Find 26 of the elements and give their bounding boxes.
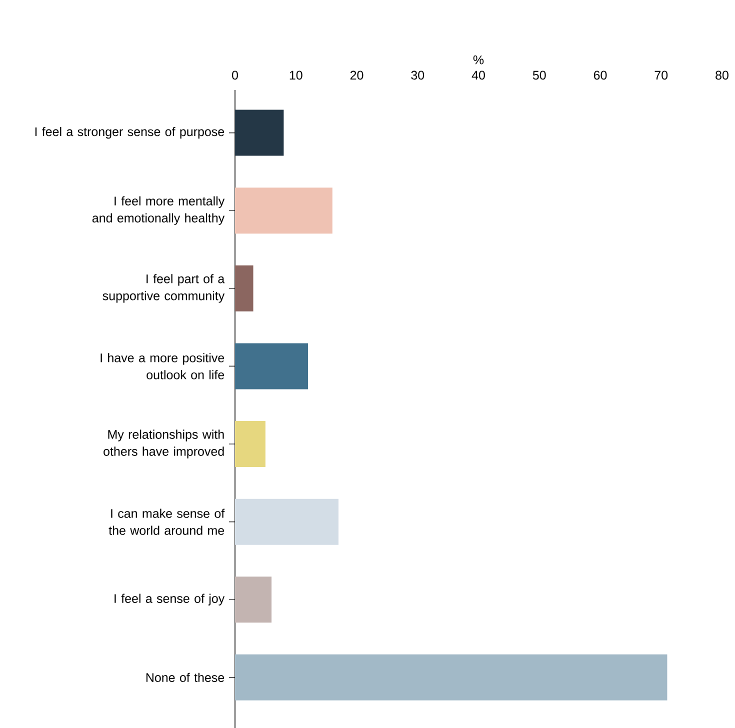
x-tick-label: 30: [411, 70, 424, 80]
y-tick-label: I have a more positive outlook on life: [100, 352, 224, 380]
y-tick-label: My relationships with others have improved: [104, 429, 224, 458]
bar: [235, 187, 332, 234]
x-tick-label: 80: [716, 70, 728, 80]
bar: [235, 110, 284, 156]
bar: [235, 576, 272, 622]
bar: [235, 420, 266, 467]
x-tick-label: 20: [350, 70, 364, 80]
bar: [235, 654, 668, 700]
x-tick-label: 50: [532, 70, 546, 80]
x-tick-label: 70: [654, 70, 668, 80]
x-tick-label: 60: [594, 70, 607, 80]
x-tick-label: 40: [472, 70, 485, 80]
bar: [235, 498, 338, 545]
y-tick-label: I can make sense of the world around me: [108, 508, 225, 535]
y-tick-label: I feel a sense of joy: [114, 594, 225, 606]
x-tick-label: 10: [290, 70, 302, 80]
y-tick-label: I feel a stronger sense of purpose: [35, 126, 224, 138]
x-tick-label: 0: [232, 70, 238, 80]
x-axis-title: %: [473, 55, 484, 64]
y-tick-label: I feel part of a supportive community: [102, 274, 225, 303]
bar: [235, 343, 308, 390]
y-tick-label: None of these: [146, 672, 224, 682]
y-tick-label: I feel more mentally and emotionally healthy: [92, 196, 225, 225]
bar: [235, 265, 254, 312]
